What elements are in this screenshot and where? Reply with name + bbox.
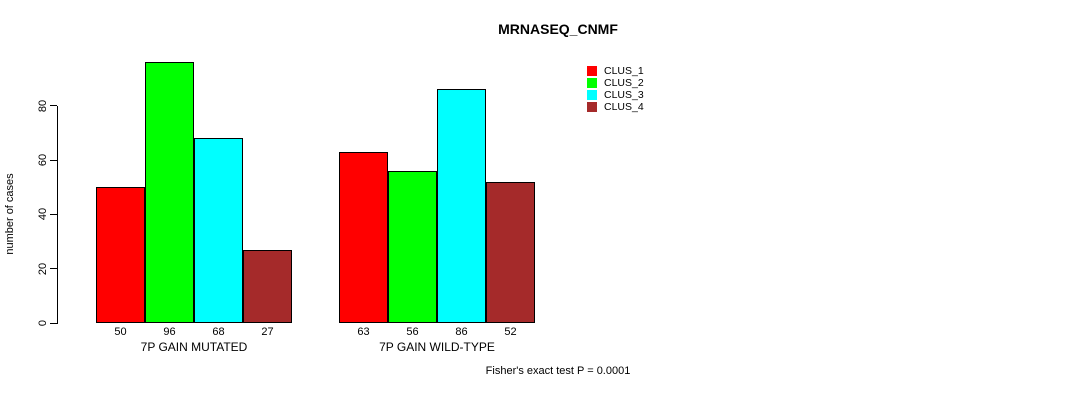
category-label: 7P GAIN WILD-TYPE [379,340,495,354]
bar-clus_1-1 [96,187,145,323]
legend-swatch [587,78,597,88]
legend-swatch [587,66,597,76]
y-tick-label: 40 [37,208,49,221]
bar-value-label: 63 [357,326,370,338]
y-axis-line [57,105,58,324]
bar-clus_3-2 [437,89,486,323]
legend-label: CLUS_3 [604,89,644,101]
category-label: 7P GAIN MUTATED [140,340,248,354]
legend-swatch [587,102,597,112]
y-tick-label: 0 [37,319,49,327]
bar-value-label: 56 [406,326,419,338]
bar-value-label: 27 [261,326,274,338]
y-tick-label: 20 [37,262,49,275]
bar-value-label: 50 [114,326,127,338]
bar-clus_3-1 [194,138,243,323]
bar-clus_4-1 [243,249,292,323]
bar-clus_2-1 [145,62,194,323]
legend-item: CLUS_2 [587,77,644,89]
bar-clus_2-2 [388,170,437,323]
bar-value-label: 52 [504,326,517,338]
y-tick-label: 80 [37,99,49,112]
bar-value-label: 86 [455,326,468,338]
bar-value-label: 68 [212,326,225,338]
legend-item: CLUS_4 [587,101,644,113]
legend-item: CLUS_3 [587,89,644,101]
stat-test-caption: Fisher's exact test P = 0.0001 [485,365,631,377]
legend-label: CLUS_1 [604,65,644,77]
y-tick [50,268,57,270]
legend: CLUS_1 CLUS_2 CLUS_3 CLUS_4 [587,65,644,113]
legend-swatch [587,90,597,100]
y-tick [50,322,57,324]
y-tick [50,105,57,107]
y-tick [50,213,57,215]
legend-label: CLUS_2 [604,77,644,89]
y-tick [50,159,57,161]
y-tick-label: 60 [37,153,49,167]
bar-clus_1-2 [339,151,388,323]
y-axis-label: number of cases [4,173,16,255]
bar-value-label: 96 [163,326,176,338]
legend-label: CLUS_4 [604,101,644,113]
chart-title: MRNASEQ_CNMF [498,21,618,37]
legend-item: CLUS_1 [587,65,644,77]
bar-clus_4-2 [486,181,535,323]
